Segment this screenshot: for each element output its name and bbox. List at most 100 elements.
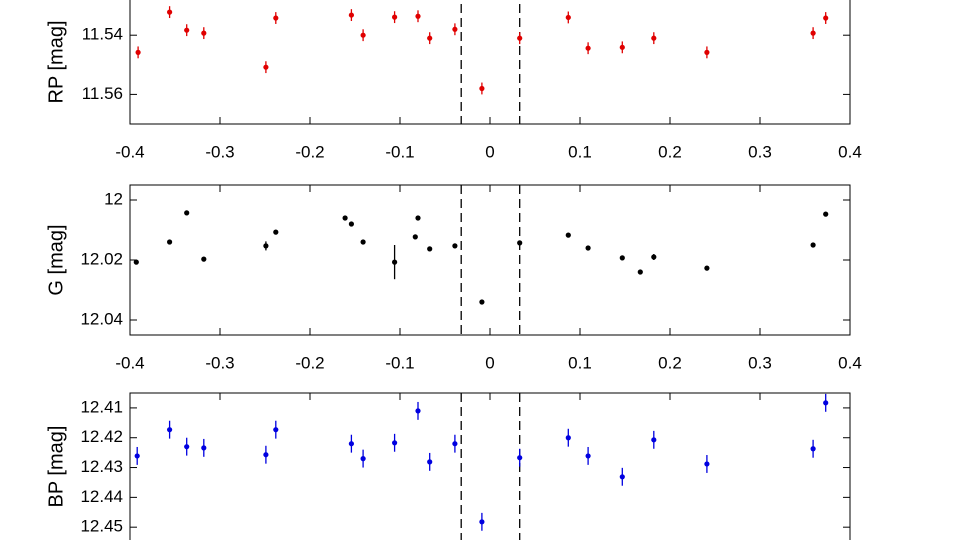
data-point (452, 441, 458, 447)
x-tick-label: -0.1 (385, 142, 414, 161)
data-point (342, 215, 348, 221)
y-tick-label: 12.42 (80, 427, 123, 446)
data-point (704, 461, 710, 467)
x-tick-label: 0.1 (568, 142, 592, 161)
data-point (184, 210, 190, 216)
data-point (415, 215, 421, 221)
data-point (479, 299, 485, 305)
data-point (135, 49, 141, 55)
plot-frame (129, 0, 851, 125)
data-point (565, 435, 571, 441)
y-tick-label: 12.44 (80, 487, 123, 506)
x-tick-label: 0 (485, 353, 494, 372)
data-point (427, 246, 433, 252)
data-point (134, 453, 140, 459)
data-point (704, 265, 710, 271)
x-tick-label: 0.4 (838, 353, 862, 372)
y-tick-label: 11.56 (82, 84, 123, 103)
data-point (348, 12, 354, 18)
y-tick-label: 12.02 (80, 249, 123, 268)
data-point (452, 26, 458, 32)
data-point (823, 211, 829, 217)
data-point (452, 243, 458, 249)
data-point (619, 474, 625, 480)
x-tick-label: -0.1 (385, 353, 414, 372)
data-point (517, 455, 523, 461)
data-point (360, 456, 366, 462)
data-point (565, 232, 571, 238)
data-point (427, 459, 433, 465)
y-tick-label: 12 (104, 189, 123, 208)
data-point (427, 35, 433, 41)
data-point (201, 256, 207, 262)
x-tick-label: -0.3 (205, 353, 234, 372)
data-point (565, 14, 571, 21)
x-tick-label: -0.2 (295, 142, 324, 161)
data-point (201, 445, 207, 451)
y-axis-label: BP [mag] (45, 426, 67, 508)
data-point (479, 519, 485, 525)
data-point (184, 444, 190, 450)
x-tick-label: 0.4 (838, 142, 862, 161)
x-tick-label: 0.3 (748, 142, 772, 161)
data-point (201, 30, 207, 36)
y-axis-label: G [mag] (45, 224, 67, 295)
y-tick-label: 11.54 (82, 25, 123, 44)
data-point (348, 441, 354, 447)
data-point (273, 427, 279, 433)
x-tick-label: 0 (485, 142, 494, 161)
data-point (823, 15, 829, 21)
data-point (651, 254, 657, 260)
x-tick-label: 0.3 (748, 353, 772, 372)
data-point (263, 452, 269, 458)
data-point (263, 243, 269, 249)
data-point (704, 49, 710, 55)
data-point (273, 15, 279, 21)
data-point (637, 269, 643, 275)
x-tick-label: 0.2 (658, 142, 682, 161)
y-tick-label: 12.04 (80, 309, 123, 328)
data-point (619, 44, 625, 50)
y-axis-label: RP [mag] (45, 21, 67, 104)
y-tick-label: 12.41 (80, 397, 123, 416)
data-point (273, 229, 279, 235)
y-tick-label: 12.43 (80, 457, 123, 476)
data-point (392, 440, 398, 446)
x-tick-label: -0.2 (295, 353, 324, 372)
plot-frame (129, 184, 851, 336)
data-point (479, 85, 485, 92)
x-tick-label: -0.4 (115, 353, 144, 372)
data-point (167, 239, 173, 245)
x-tick-label: -0.4 (115, 142, 144, 161)
data-point (651, 437, 657, 443)
data-point (619, 255, 625, 261)
data-point (167, 427, 173, 433)
data-point (360, 239, 366, 245)
data-point (517, 240, 523, 246)
data-point (412, 234, 418, 240)
data-point (810, 30, 816, 36)
y-tick-label: 12.45 (80, 517, 123, 536)
x-tick-label: 0.1 (568, 353, 592, 372)
data-point (263, 64, 269, 70)
data-point (651, 35, 657, 41)
data-point (810, 446, 816, 452)
data-point (392, 259, 398, 265)
data-point (348, 221, 354, 227)
data-point (167, 9, 173, 15)
data-point (585, 245, 591, 251)
data-point (184, 27, 190, 33)
data-point (823, 400, 829, 406)
data-point (392, 14, 398, 20)
x-tick-label: -0.3 (205, 142, 234, 161)
data-point (585, 45, 591, 51)
data-point (810, 242, 816, 248)
data-point (133, 259, 139, 265)
data-point (585, 453, 591, 459)
data-point (360, 32, 366, 38)
x-tick-label: 0.2 (658, 353, 682, 372)
data-point (415, 13, 421, 19)
data-point (415, 408, 421, 414)
plot-frame (129, 392, 851, 540)
